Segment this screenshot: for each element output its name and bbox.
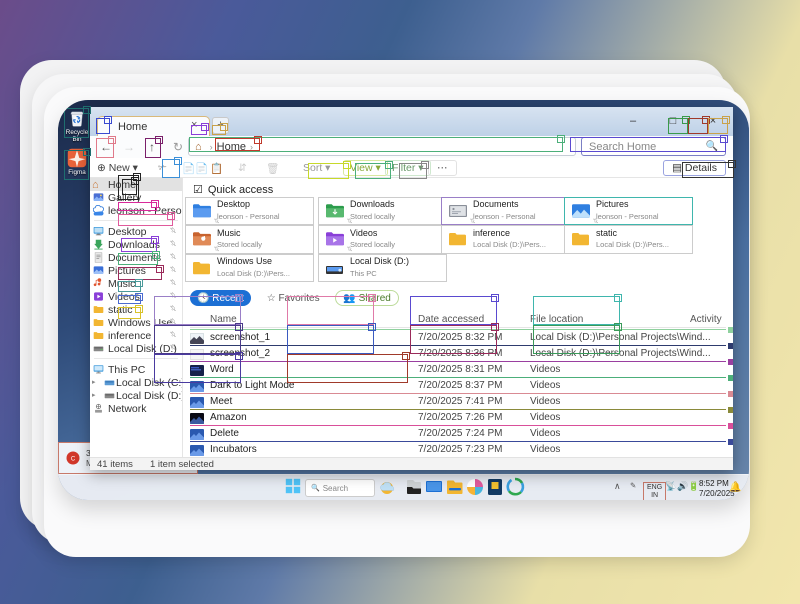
- svg-text:C: C: [71, 457, 76, 463]
